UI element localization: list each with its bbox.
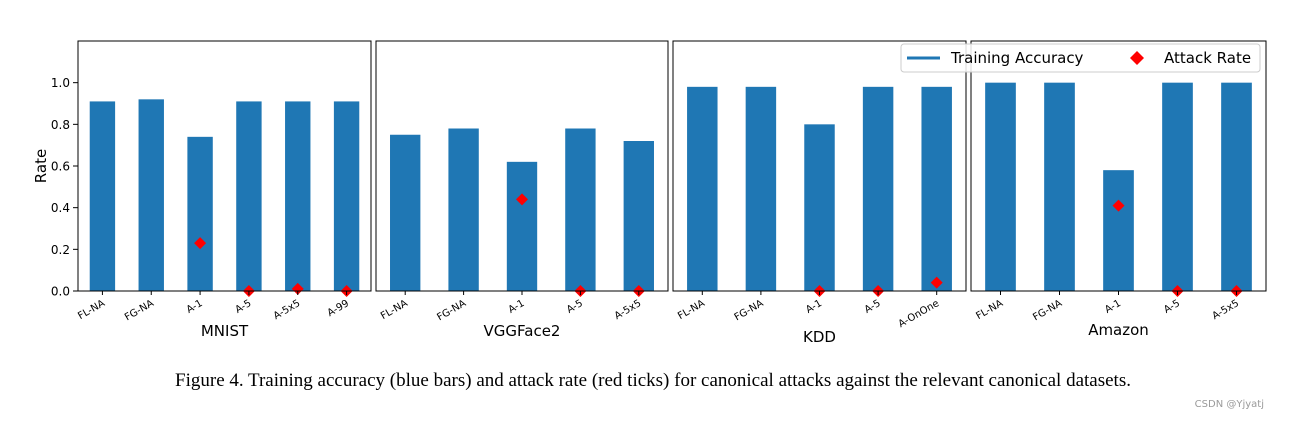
y-tick-label: 0.4 <box>51 201 70 215</box>
x-tick-label: A-OnOne <box>897 298 942 330</box>
figure-chart: 0.0 0.2 0.4 0.6 0.8 1.0 Rate FL-NA FG-NA A-1 A-5 A-… <box>32 40 1267 346</box>
panel-frame <box>77 40 372 292</box>
attack-rate-marker <box>516 193 528 206</box>
legend-box <box>900 43 1261 73</box>
accuracy-bar <box>506 161 538 291</box>
x-tick-label: A-1 <box>507 298 527 316</box>
x-tick-label: FG-NA <box>435 298 468 323</box>
panel-title: MNIST <box>201 322 249 340</box>
y-tick-label: 0.6 <box>51 160 70 174</box>
legend-diamond-icon <box>1130 51 1144 65</box>
x-tick-label: A-5 <box>1162 298 1182 316</box>
accuracy-bar <box>187 136 213 291</box>
y-tick-label: 0.8 <box>51 118 70 132</box>
accuracy-bar <box>390 134 421 291</box>
accuracy-bar <box>89 101 116 292</box>
y-tick-label: 0.0 <box>51 285 70 299</box>
x-tick-label: A-5x5 <box>1210 298 1241 322</box>
x-tick-label: A-5x5 <box>613 298 644 322</box>
panel-title: KDD <box>803 328 836 346</box>
accuracy-bar <box>745 86 777 291</box>
x-tick-label: FG-NA <box>733 298 766 323</box>
accuracy-bar <box>448 128 479 291</box>
y-tick-label: 1.0 <box>51 76 70 90</box>
y-tick-label: 0.2 <box>51 243 70 257</box>
accuracy-bar <box>985 82 1016 292</box>
attack-rate-marker <box>1112 199 1125 212</box>
attack-rate-marker <box>291 282 304 295</box>
x-tick-label: FG-NA <box>123 298 156 323</box>
x-tick-label: A-1 <box>1103 298 1123 316</box>
figure-caption: Figure 4. Training accuracy (blue bars) … <box>175 370 1131 391</box>
x-tick-label: A-5 <box>863 298 883 316</box>
accuracy-bar <box>862 86 894 291</box>
panel-title: Amazon <box>1088 321 1149 339</box>
x-tick-label: A-99 <box>326 298 351 319</box>
accuracy-bar <box>623 141 654 291</box>
x-tick-label: A-5x5 <box>272 298 303 322</box>
accuracy-bar <box>565 128 596 291</box>
accuracy-bar <box>1044 82 1075 292</box>
accuracy-bar <box>921 86 952 291</box>
accuracy-bar <box>285 101 311 292</box>
x-tick-label: A-1 <box>804 298 824 316</box>
y-axis-label: Rate <box>32 149 50 183</box>
accuracy-bar <box>1103 170 1134 291</box>
x-tick-label: FL-NA <box>76 298 107 322</box>
accuracy-bar <box>333 101 360 292</box>
x-tick-label: A-5 <box>234 298 254 316</box>
accuracy-bar <box>804 124 835 291</box>
accuracy-bar <box>138 99 164 291</box>
x-tick-label: FL-NA <box>974 298 1005 322</box>
x-tick-label: FL-NA <box>379 298 410 322</box>
accuracy-bar <box>1162 82 1193 292</box>
panel-title: VGGFace2 <box>484 322 561 340</box>
attack-rate-marker <box>930 276 943 289</box>
x-tick-label: FL-NA <box>676 298 707 322</box>
watermark: CSDN @Yjyatj <box>1194 399 1264 410</box>
accuracy-bar <box>1221 82 1252 292</box>
accuracy-bar <box>236 101 262 292</box>
x-tick-label: A-5 <box>565 298 585 316</box>
accuracy-bar <box>687 86 718 291</box>
x-tick-label: FG-NA <box>1031 298 1064 323</box>
legend-label-accuracy: Training Accuracy <box>950 49 1084 67</box>
attack-rate-marker <box>194 237 207 250</box>
legend-label-attack: Attack Rate <box>1164 49 1251 67</box>
x-tick-label: A-1 <box>185 298 205 316</box>
